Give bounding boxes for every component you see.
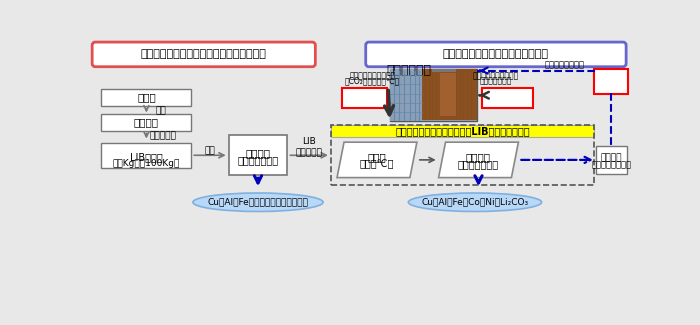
FancyBboxPatch shape: [102, 89, 191, 106]
FancyBboxPatch shape: [88, 39, 630, 289]
Text: 解体業者: 解体業者: [134, 117, 159, 127]
Text: 含む処理排ガス: 含む処理排ガス: [480, 77, 512, 86]
FancyBboxPatch shape: [342, 87, 387, 108]
Ellipse shape: [193, 193, 323, 212]
Text: LIBパック: LIBパック: [130, 152, 163, 162]
FancyBboxPatch shape: [390, 69, 477, 122]
Text: フッ素・フッ化水素を: フッ素・フッ化水素を: [473, 72, 519, 81]
Text: （数百℃）: （数百℃）: [360, 160, 394, 170]
FancyBboxPatch shape: [596, 146, 627, 174]
Text: 廃車: 廃車: [155, 106, 167, 115]
Text: レアメタル濃縮: レアメタル濃縮: [458, 160, 499, 170]
Ellipse shape: [408, 193, 542, 212]
Text: 収集: 収集: [204, 146, 216, 155]
FancyBboxPatch shape: [433, 69, 456, 72]
FancyBboxPatch shape: [365, 42, 626, 67]
FancyBboxPatch shape: [228, 135, 288, 175]
FancyBboxPatch shape: [594, 69, 628, 94]
Polygon shape: [337, 142, 417, 177]
Text: フッ素排ガス処理: フッ素排ガス処理: [486, 91, 529, 100]
Text: （解体・分別）: （解体・分別）: [237, 155, 279, 165]
Text: コスト低減: コスト低減: [597, 82, 624, 90]
FancyBboxPatch shape: [422, 69, 477, 120]
Text: 積替保管: 積替保管: [246, 148, 270, 158]
Text: セメントプロセスを活用したLIBリサイクル工場: セメントプロセスを活用したLIBリサイクル工場: [395, 126, 530, 136]
Text: LIB
モジュール: LIB モジュール: [295, 137, 323, 157]
Text: 熱ガス製造: 熱ガス製造: [351, 91, 379, 100]
FancyBboxPatch shape: [92, 42, 315, 67]
Text: 事前取外し: 事前取外し: [150, 132, 176, 140]
Text: コスト低減: コスト低減: [494, 98, 521, 107]
Text: （数Kg～数100Kg）: （数Kg～数100Kg）: [113, 159, 180, 168]
FancyBboxPatch shape: [390, 69, 422, 122]
Text: Cu、Al、Fe、Co、Ni、Li₂CO₃: Cu、Al、Fe、Co、Ni、Li₂CO₃: [421, 198, 528, 207]
Text: 破砕選別: 破砕選別: [466, 152, 491, 162]
FancyBboxPatch shape: [102, 114, 191, 131]
Text: 選別残渣: 選別残渣: [601, 153, 622, 162]
FancyBboxPatch shape: [482, 87, 533, 108]
Text: 消費者: 消費者: [137, 93, 156, 102]
FancyBboxPatch shape: [331, 125, 594, 137]
Text: セメント工場: セメント工場: [386, 64, 432, 77]
Text: 全国収集運搬ネットワーク＋金属選別技術: 全国収集運搬ネットワーク＋金属選別技術: [141, 49, 267, 59]
Polygon shape: [439, 142, 519, 177]
Text: 熱処理: 熱処理: [368, 152, 386, 162]
Text: 廃棄物処理: 廃棄物処理: [597, 75, 624, 84]
FancyBboxPatch shape: [102, 143, 191, 168]
FancyBboxPatch shape: [440, 73, 456, 116]
Text: （CO₂過多、数百℃）: （CO₂過多、数百℃）: [345, 77, 400, 86]
Text: 熱処理技術＋ゼロエミッション技術: 熱処理技術＋ゼロエミッション技術: [443, 49, 549, 59]
Text: （セメント原料）: （セメント原料）: [592, 161, 631, 170]
Text: Cu、Al、Fe、基板、プラスチック等: Cu、Al、Fe、基板、プラスチック等: [208, 198, 309, 207]
Text: コスト低減: コスト低減: [351, 98, 379, 107]
Text: 原燃料リサイクル: 原燃料リサイクル: [544, 61, 584, 70]
Text: セメントキルン排ガス: セメントキルン排ガス: [349, 72, 396, 81]
